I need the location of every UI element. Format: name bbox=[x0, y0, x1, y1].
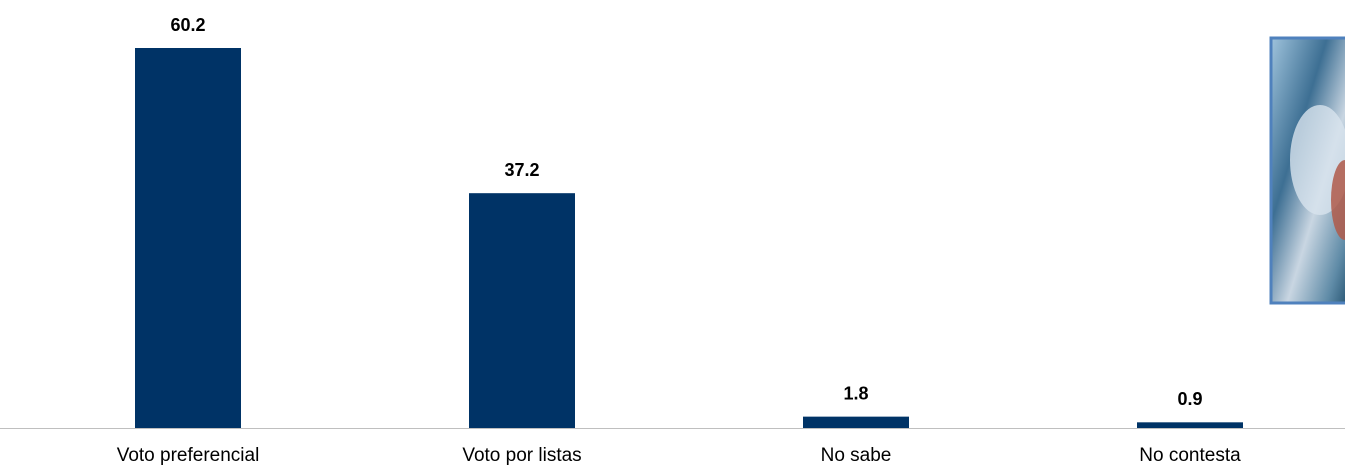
bar bbox=[469, 193, 575, 428]
bar bbox=[135, 48, 241, 428]
value-label: 1.8 bbox=[843, 383, 868, 403]
x-tick-label: No contesta bbox=[1139, 445, 1241, 466]
x-tick-label: Voto por listas bbox=[462, 445, 581, 466]
photo bbox=[1269, 36, 1345, 305]
value-label: 0.9 bbox=[1177, 389, 1202, 409]
value-label: 37.2 bbox=[504, 160, 539, 180]
bar bbox=[803, 416, 909, 428]
x-tick-label: Voto preferencial bbox=[117, 445, 260, 466]
bar bbox=[1137, 422, 1243, 428]
x-tick-label: No sabe bbox=[821, 445, 892, 466]
value-label: 60.2 bbox=[170, 15, 205, 35]
